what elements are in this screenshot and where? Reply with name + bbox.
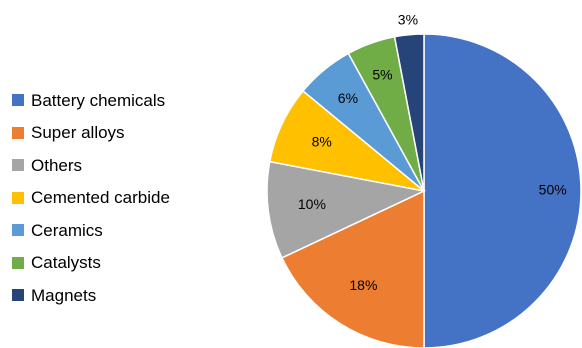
legend-item-others: Others: [12, 149, 232, 182]
data-label-magnets: 3%: [398, 12, 418, 28]
legend-label: Ceramics: [31, 220, 103, 240]
legend-item-magnets: Magnets: [12, 279, 232, 312]
pie-slice-super-alloys: [280, 189, 425, 348]
legend-item-ceramics: Ceramics: [12, 214, 232, 247]
data-label-ceramics: 6%: [338, 90, 358, 106]
legend-item-battery-chemicals: Battery chemicals: [12, 84, 232, 117]
legend-label: Others: [31, 155, 83, 175]
legend-label: Magnets: [31, 285, 97, 305]
data-label-super-alloys: 18%: [349, 277, 377, 293]
legend-swatch: [12, 191, 24, 204]
pie-slice-battery-chemicals: [423, 33, 582, 348]
data-label-catalysts: 5%: [372, 67, 392, 83]
legend-item-super-alloys: Super alloys: [12, 117, 232, 150]
legend-swatch: [12, 94, 24, 107]
legend-label: Catalysts: [31, 253, 101, 273]
legend: Battery chemicals Super alloys Others Cemen…: [12, 84, 232, 312]
data-label-cemented-carbide: 8%: [312, 134, 332, 150]
legend-swatch: [12, 256, 24, 269]
legend-label: Cemented carbide: [31, 188, 170, 208]
legend-label: Super alloys: [31, 123, 125, 143]
legend-swatch: [12, 159, 24, 172]
legend-swatch: [12, 224, 24, 237]
legend-item-cemented-carbide: Cemented carbide: [12, 182, 232, 215]
pie-slice-magnets: [393, 33, 425, 192]
data-label-battery-chemicals: 50%: [539, 182, 567, 198]
legend-item-catalysts: Catalysts: [12, 247, 232, 280]
legend-swatch: [12, 289, 24, 302]
data-label-others: 10%: [298, 196, 326, 212]
pie-slice-others: [266, 160, 427, 259]
legend-label: Battery chemicals: [31, 90, 166, 110]
legend-swatch: [12, 126, 24, 139]
